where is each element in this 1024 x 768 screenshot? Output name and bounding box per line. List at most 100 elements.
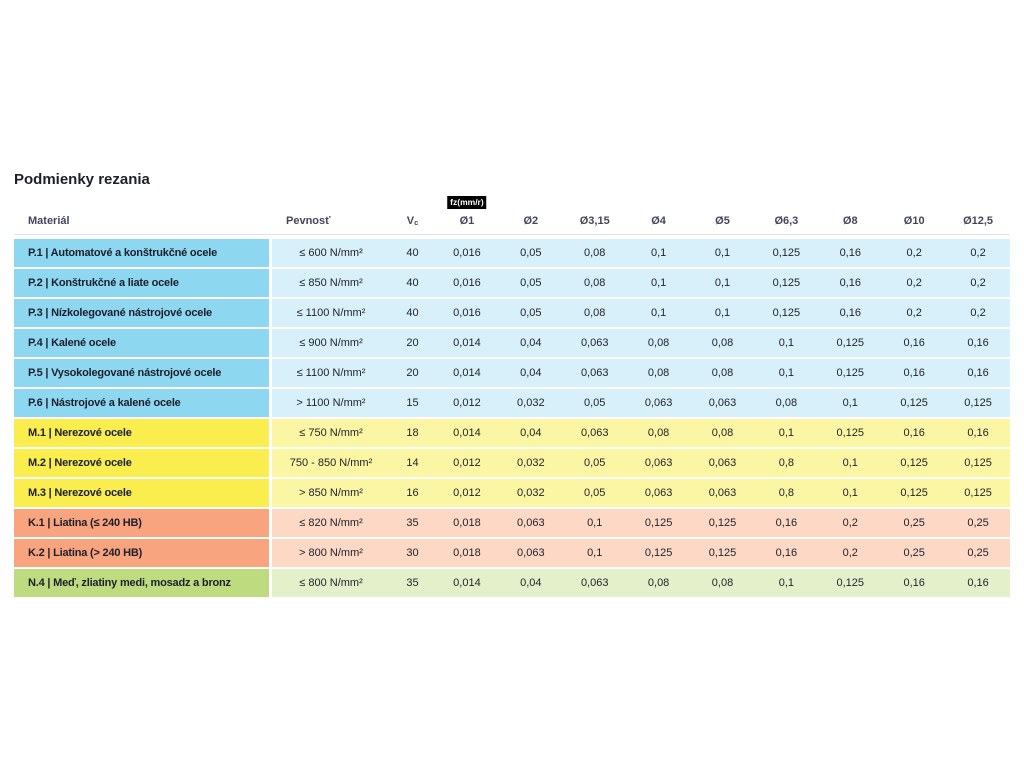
vc-cell: 14 xyxy=(406,457,419,469)
feed-value-cell: 0,05 xyxy=(584,397,606,409)
feed-value-cell: 0,125 xyxy=(836,427,865,439)
feed-value-cell: 0,125 xyxy=(900,397,928,409)
feed-value-cell: 0,1 xyxy=(842,487,858,499)
pevnost-cell: ≤ 750 N/mm² xyxy=(299,427,363,439)
row-values: ≤ 900 N/mm² 20 0,014 0,04 0,063 0,08 0,08 0,1 0,… xyxy=(272,329,1010,357)
pevnost-cell: ≤ 1100 N/mm² xyxy=(296,367,366,379)
diameter-label: Ø4 xyxy=(651,215,666,227)
feed-value-cell: 0,16 xyxy=(775,517,798,529)
row-values: ≤ 800 N/mm² 35 0,014 0,04 0,063 0,08 0,08 0,1 0,… xyxy=(272,569,1010,597)
feed-value-cell: 0,1 xyxy=(714,277,731,289)
material-cell: M.3 | Nerezové ocele xyxy=(14,479,269,507)
feed-value-cell: 0,125 xyxy=(900,487,928,499)
feed-value-cell: 0,05 xyxy=(584,457,606,469)
feed-value-cell: 0,25 xyxy=(903,517,925,529)
table-row: P.2 | Konštrukčné a liate ocele ≤ 850 N/m… xyxy=(14,269,1010,297)
feed-value-cell: 0,08 xyxy=(584,307,606,319)
pevnost-cell: 750 - 850 N/mm² xyxy=(289,457,373,469)
feed-value-cell: 0,032 xyxy=(517,457,545,469)
pevnost-column-header: Pevnosť xyxy=(286,215,331,227)
feed-value-cell: 0,125 xyxy=(964,457,992,469)
table-row: P.5 | Vysokolegované nástrojové ocele ≤ 1… xyxy=(14,359,1010,387)
feed-value-cell: 0,063 xyxy=(708,487,737,499)
feed-value-cell: 0,04 xyxy=(520,577,542,589)
vc-cell: 16 xyxy=(406,487,419,499)
table-row: P.3 | Nízkolegované nástrojové ocele ≤ 11… xyxy=(14,299,1010,327)
feed-value-cell: 0,016 xyxy=(453,307,481,319)
feed-value-cell: 0,08 xyxy=(647,367,670,379)
feed-value-cell: 0,08 xyxy=(711,577,734,589)
feed-value-cell: 0,012 xyxy=(453,487,481,499)
feed-value-cell: 0,16 xyxy=(903,577,925,589)
feed-value-cell: 0,16 xyxy=(903,337,925,349)
page-title: Podmienky rezania xyxy=(14,171,150,188)
feed-value-cell: 0,04 xyxy=(520,337,542,349)
vc-cell: 40 xyxy=(406,247,419,259)
row-values: 750 - 850 N/mm² 14 0,012 0,032 0,05 0,063 0,06… xyxy=(272,449,1010,477)
feed-value-cell: 0,25 xyxy=(903,547,925,559)
table-row: N.4 | Meď, zliatiny medi, mosadz a bronz… xyxy=(14,569,1010,597)
feed-value-cell: 0,125 xyxy=(964,487,992,499)
row-values: > 1100 N/mm² 15 0,012 0,032 0,05 0,063 0,063 0,… xyxy=(272,389,1010,417)
material-cell: P.2 | Konštrukčné a liate ocele xyxy=(14,269,269,297)
feed-value-cell: 0,125 xyxy=(708,517,737,529)
feed-value-cell: 0,04 xyxy=(520,427,542,439)
material-cell: P.6 | Nástrojové a kalené ocele xyxy=(14,389,269,417)
feed-value-cell: 0,25 xyxy=(967,547,989,559)
feed-value-cell: 0,05 xyxy=(520,247,542,259)
pevnost-cell: ≤ 900 N/mm² xyxy=(299,337,363,349)
vc-cell: 40 xyxy=(406,307,419,319)
feed-value-cell: 0,125 xyxy=(900,457,928,469)
feed-value-cell: 0,063 xyxy=(644,397,673,409)
feed-value-cell: 0,063 xyxy=(708,457,737,469)
feed-value-cell: 0,032 xyxy=(517,487,545,499)
feed-value-cell: 0,16 xyxy=(839,307,861,319)
feed-value-cell: 0,8 xyxy=(778,457,795,469)
row-values: > 800 N/mm² 30 0,018 0,063 0,1 0,125 0,125 0,16… xyxy=(272,539,1010,567)
feed-value-cell: 0,8 xyxy=(778,487,795,499)
table-row: M.3 | Nerezové ocele > 850 N/mm² 16 0,012 0,… xyxy=(14,479,1010,507)
feed-value-cell: 0,1 xyxy=(650,247,667,259)
feed-value-cell: 0,1 xyxy=(778,337,795,349)
table-row: M.1 | Nerezové ocele ≤ 750 N/mm² 18 0,014 0,… xyxy=(14,419,1010,447)
diameter-header: Ø12,5 xyxy=(946,196,1010,234)
diameter-header: Ø3,15 xyxy=(563,196,627,234)
feed-value-cell: 0,16 xyxy=(839,247,861,259)
feed-value-cell: 0,2 xyxy=(906,247,922,259)
material-cell: P.1 | Automatové a konštrukčné ocele xyxy=(14,239,269,267)
feed-value-cell: 0,063 xyxy=(708,397,737,409)
feed-value-cell: 0,05 xyxy=(520,277,542,289)
feed-value-cell: 0,063 xyxy=(517,547,545,559)
feed-value-cell: 0,012 xyxy=(453,397,481,409)
table-row: K.1 | Liatina (≤ 240 HB) ≤ 820 N/mm² 35 0,0… xyxy=(14,509,1010,537)
diameter-label: Ø2 xyxy=(523,215,539,227)
feed-value-cell: 0,125 xyxy=(836,577,865,589)
table-row: K.2 | Liatina (> 240 HB) > 800 N/mm² 30 0,0… xyxy=(14,539,1010,567)
material-column-header: Materiál xyxy=(28,215,70,227)
feed-value-cell: 0,1 xyxy=(778,577,795,589)
diameter-header: Ø6,3 xyxy=(754,196,818,234)
feed-value-cell: 0,16 xyxy=(903,427,925,439)
material-cell: M.1 | Nerezové ocele xyxy=(14,419,269,447)
feed-value-cell: 0,1 xyxy=(587,547,603,559)
material-cell: N.4 | Meď, zliatiny medi, mosadz a bronz xyxy=(14,569,269,597)
feed-value-cell: 0,032 xyxy=(517,397,545,409)
material-cell: P.4 | Kalené ocele xyxy=(14,329,269,357)
feed-value-cell: 0,063 xyxy=(580,577,609,589)
diameter-header: Ø4 xyxy=(627,196,691,234)
feed-value-cell: 0,08 xyxy=(711,367,734,379)
table-body: P.1 | Automatové a konštrukčné ocele ≤ 60… xyxy=(14,239,1010,597)
diameter-label: Ø3,15 xyxy=(579,215,610,227)
feed-value-cell: 0,125 xyxy=(836,337,865,349)
feed-value-cell: 0,1 xyxy=(714,247,731,259)
feed-value-cell: 0,16 xyxy=(775,547,798,559)
fz-unit-badge: fz(mm/r) xyxy=(447,196,487,210)
table-row: P.1 | Automatové a konštrukčné ocele ≤ 60… xyxy=(14,239,1010,267)
vc-cell: 35 xyxy=(406,577,419,589)
table-row: M.2 | Nerezové ocele 750 - 850 N/mm² 14 0,0… xyxy=(14,449,1010,477)
feed-value-cell: 0,08 xyxy=(647,427,670,439)
diameter-label: Ø5 xyxy=(715,215,730,227)
feed-value-cell: 0,1 xyxy=(778,367,795,379)
